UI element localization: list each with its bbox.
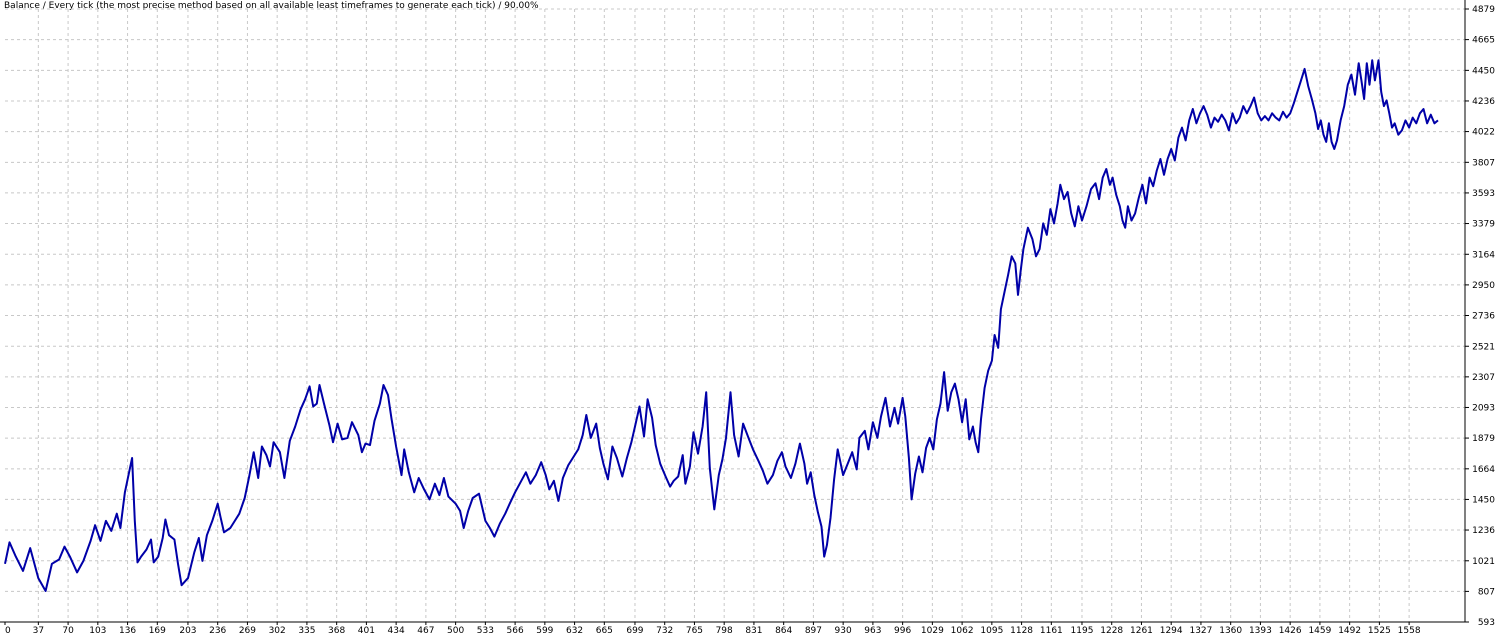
x-tick-label: 798	[716, 626, 733, 635]
x-tick-label: 665	[596, 626, 613, 635]
x-tick-label: 1195	[1071, 626, 1094, 635]
y-tick-label: 2307	[1472, 373, 1495, 383]
x-tick-label: 930	[835, 626, 852, 635]
x-tick-label: 1459	[1308, 626, 1331, 635]
x-tick-label: 302	[269, 626, 286, 635]
y-tick-label: 3164	[1472, 250, 1495, 260]
x-tick-label: 996	[894, 626, 911, 635]
plot-frame	[0, 0, 1466, 623]
x-tick-label: 335	[298, 626, 315, 635]
x-tick-label: 203	[179, 626, 196, 635]
x-axis: 0 37 70 103 136 169 203 236 269 302 335 368 401 434 46…	[4, 622, 1421, 635]
y-tick-label: 2093	[1472, 403, 1495, 413]
y-tick-label: 4236	[1472, 97, 1495, 107]
x-tick-label: 1360	[1219, 626, 1242, 635]
x-tick-label: 1029	[921, 626, 944, 635]
y-tick-label: 2950	[1472, 281, 1495, 291]
x-tick-label: 103	[89, 626, 106, 635]
x-tick-label: 269	[239, 626, 256, 635]
x-tick-label: 963	[864, 626, 881, 635]
x-tick-label: 401	[358, 626, 375, 635]
x-tick-label: 632	[566, 626, 583, 635]
x-tick-label: 70	[62, 626, 74, 635]
x-tick-label: 136	[119, 626, 136, 635]
y-tick-label: 807	[1478, 587, 1495, 597]
x-tick-label: 831	[745, 626, 762, 635]
x-tick-label: 1261	[1130, 626, 1153, 635]
x-tick-label: 1492	[1338, 626, 1361, 635]
y-tick-label: 1021	[1472, 557, 1495, 567]
y-tick-label: 4665	[1472, 36, 1495, 46]
x-tick-label: 500	[447, 626, 464, 635]
chart-title: Balance / Every tick (the most precise m…	[4, 1, 539, 11]
y-tick-label: 2736	[1472, 312, 1495, 322]
y-tick-label: 1664	[1472, 465, 1495, 475]
y-tick-label: 4022	[1472, 128, 1495, 138]
y-tick-label: 1236	[1472, 526, 1495, 536]
y-tick-label: 593	[1478, 618, 1495, 628]
x-tick-label: 1161	[1040, 626, 1063, 635]
x-tick-label: 897	[805, 626, 822, 635]
y-tick-label: 3593	[1472, 189, 1495, 199]
y-tick-label: 3379	[1472, 220, 1495, 230]
y-tick-label: 3807	[1472, 158, 1495, 168]
x-tick-label: 1558	[1398, 626, 1421, 635]
x-tick-label: 864	[775, 626, 792, 635]
x-tick-label: 37	[33, 626, 44, 635]
x-tick-label: 1128	[1010, 626, 1033, 635]
x-tick-label: 1426	[1279, 626, 1302, 635]
y-tick-label: 4879	[1472, 5, 1495, 15]
x-tick-label: 1393	[1249, 626, 1272, 635]
y-axis: 593 807 1021 1236 1450 1664 1879 2093 2307 2521 27…	[1465, 5, 1495, 628]
y-tick-label: 1879	[1472, 434, 1495, 444]
x-tick-label: 1525	[1368, 626, 1391, 635]
x-tick-label: 732	[656, 626, 673, 635]
x-tick-label: 1327	[1189, 626, 1212, 635]
x-tick-label: 467	[417, 626, 434, 635]
x-tick-label: 169	[149, 626, 166, 635]
grid-lines	[5, 8, 1465, 623]
x-tick-label: 434	[388, 626, 405, 635]
x-tick-label: 566	[507, 626, 524, 635]
x-tick-label: 765	[686, 626, 703, 635]
x-tick-label: 533	[477, 626, 494, 635]
x-tick-label: 236	[209, 626, 226, 635]
y-tick-label: 4450	[1472, 66, 1495, 76]
x-tick-label: 1228	[1100, 626, 1123, 635]
x-tick-label: 1095	[980, 626, 1003, 635]
x-tick-label: 599	[536, 626, 553, 635]
x-tick-label: 0	[5, 626, 11, 635]
series-group	[4, 59, 1439, 592]
x-tick-label: 368	[328, 626, 345, 635]
y-tick-label: 1450	[1472, 495, 1495, 505]
y-tick-label: 2521	[1472, 342, 1495, 352]
x-tick-label: 1294	[1160, 626, 1183, 635]
balance-line	[4, 59, 1439, 592]
x-tick-label: 1062	[951, 626, 974, 635]
x-tick-label: 699	[626, 626, 643, 635]
